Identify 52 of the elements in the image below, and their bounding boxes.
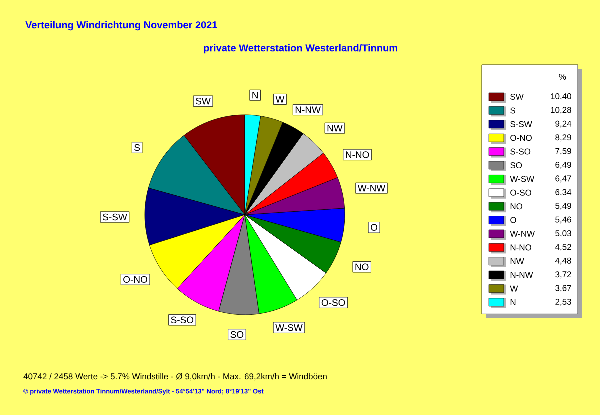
- data-label: 2,53: [556, 298, 572, 306]
- legend-title: %: [559, 74, 566, 80]
- data-label: 7,59: [556, 148, 572, 156]
- slice-label: W-NW: [358, 185, 386, 192]
- data-label: 10,28: [551, 107, 572, 114]
- chart-subtitle: private Wetterstation Westerland/Tinnum: [204, 44, 398, 54]
- legend-label: S-SO: [510, 148, 531, 155]
- legend-label: NW: [510, 258, 524, 264]
- data-label: 5,03: [556, 230, 572, 238]
- data-label: 8,29: [556, 134, 572, 142]
- legend-label: O-SO: [510, 190, 532, 196]
- legend-label: NO: [510, 204, 523, 210]
- data-label: 4,48: [555, 258, 572, 265]
- data-label: 4,52: [555, 244, 572, 252]
- slice-label: W-SW: [276, 324, 303, 332]
- slice-label: S-SW: [103, 214, 128, 221]
- legend-label: O-NO: [510, 135, 532, 142]
- slice-label: NO: [356, 264, 369, 271]
- slice-label: SO: [230, 331, 244, 338]
- legend-label: W-SW: [510, 176, 535, 182]
- data-label: 3,72: [556, 272, 572, 279]
- legend-label: N: [510, 300, 516, 306]
- slice-label: S: [134, 144, 140, 152]
- slice-label: NW: [328, 125, 343, 132]
- slice-label: O-NO: [124, 276, 148, 284]
- data-label: 10,40: [551, 93, 572, 100]
- slice-label: N-NW: [296, 106, 321, 114]
- slice-label: W: [276, 96, 285, 103]
- legend-label: N-NW: [510, 272, 534, 278]
- data-label: 6,49: [556, 162, 572, 169]
- slice-label: O-SO: [322, 299, 346, 306]
- data-label: 6,47: [556, 176, 572, 183]
- legend-label: W: [510, 286, 518, 292]
- data-label: 9,24: [556, 120, 572, 128]
- data-label: 6,34: [556, 189, 572, 196]
- data-label: 5,49: [556, 203, 572, 210]
- chart-title: Verteilung Windrichtung November 2021: [26, 21, 218, 31]
- legend-label: N-NO: [510, 244, 532, 251]
- slice-label: N-NO: [346, 152, 370, 158]
- legend-label: SW: [510, 94, 524, 100]
- slice-label: N: [252, 92, 258, 99]
- slice-label: S-SO: [171, 316, 194, 324]
- slice-label: SW: [196, 98, 211, 105]
- legend-label: O: [510, 217, 516, 224]
- legend-label: S-SW: [510, 121, 532, 128]
- legend-label: W-NW: [510, 231, 536, 237]
- legend-label: SO: [510, 162, 522, 168]
- text: 40742 / 2458 Werte -> 5.7% Windstille - Ø 9,0km/h - Max. 69,2km/h = Windböen: [24, 373, 327, 381]
- data-label: 5,46: [556, 216, 572, 224]
- data-label: 3,67: [556, 285, 572, 292]
- legend-label: S: [510, 108, 516, 114]
- slice-label: O: [371, 224, 378, 231]
